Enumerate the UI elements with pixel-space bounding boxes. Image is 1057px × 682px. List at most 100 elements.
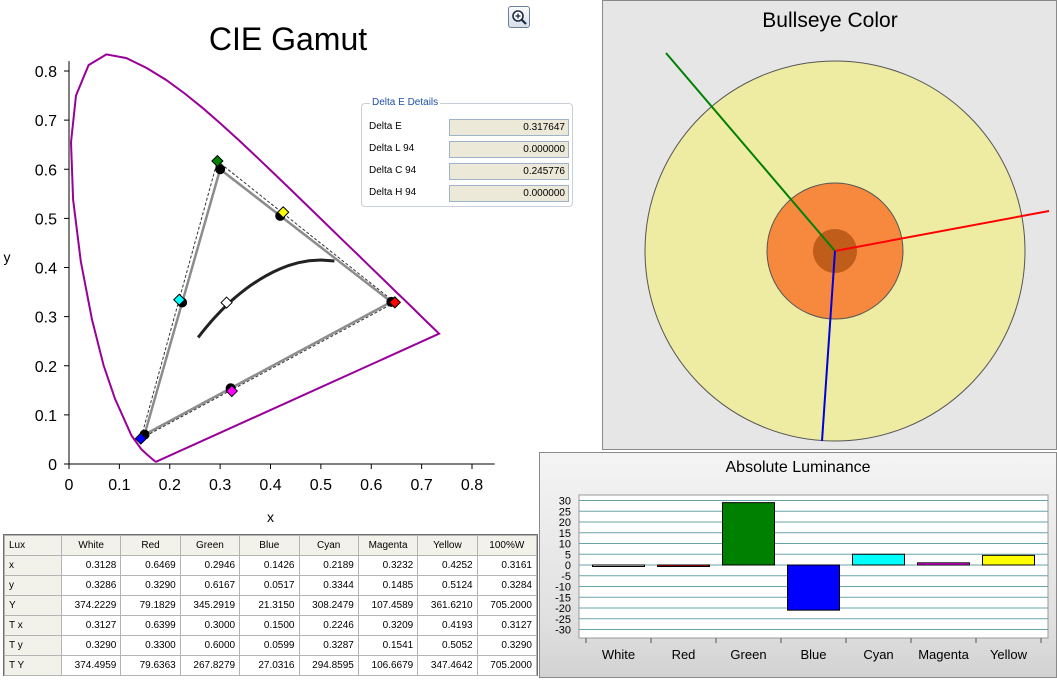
table-cell: 0.1426 [239, 555, 300, 576]
category-label: Blue [800, 647, 826, 662]
table-row: Y 374.2229 79.1829 345.2919 21.3150 308.… [4, 595, 538, 616]
table-cell: 705.2000 [476, 595, 538, 616]
table-cell: 0.3344 [298, 575, 359, 596]
measured-point-yellow [276, 206, 290, 219]
table-cell: 0.4252 [417, 555, 478, 576]
table-cell: 0.3127 [476, 615, 538, 636]
table-cell: 0.3290 [120, 575, 181, 596]
zoom-in-icon [512, 10, 527, 25]
x-tick-label: 0.1 [108, 477, 130, 494]
table-cell: 0.5124 [417, 575, 478, 596]
y-tick-label: -5 [561, 571, 571, 583]
y-tick-label: 0.2 [35, 359, 57, 376]
table-row: T Y 374.4959 79.6363 267.8279 27.0316 29… [4, 655, 538, 676]
table-cell: 0.1500 [239, 615, 300, 636]
bar-magenta [917, 562, 970, 566]
category-label: Red [672, 647, 696, 662]
table-cell: 106.6679 [357, 655, 419, 676]
x-tick-label: 0.3 [209, 477, 231, 494]
table-cell: 294.8595 [298, 655, 359, 676]
luminance-title: Absolute Luminance [726, 459, 871, 476]
delta-e-value: 0.317647 [449, 119, 569, 136]
measurement-table: Lux White Red Green Blue Cyan Magenta Ye… [3, 534, 538, 676]
bar-cyan [852, 553, 905, 566]
delta-l94-label: Delta L 94 [369, 143, 415, 154]
delta-l94-value: 0.000000 [449, 141, 569, 158]
header-yellow: Yellow [417, 535, 478, 556]
table-cell: 0.2189 [298, 555, 359, 576]
table-cell: 374.4959 [60, 655, 122, 676]
table-cell: 0.3286 [60, 575, 122, 596]
bullseye-green-vector [665, 52, 836, 252]
header-100w: 100%W [476, 535, 538, 556]
bullseye-panel: Bullseye Color [602, 0, 1057, 450]
delta-e-legend: Delta E Details [370, 97, 441, 108]
table-cell: 0.3287 [298, 635, 359, 656]
table-cell: 267.8279 [179, 655, 241, 676]
x-tick-label: 0.7 [411, 477, 433, 494]
row-label: x [4, 555, 62, 576]
header-blue: Blue [239, 535, 300, 556]
table-row: x 0.3128 0.6469 0.2946 0.1426 0.2189 0.3… [4, 555, 538, 576]
table-cell: 0.3284 [476, 575, 538, 596]
delta-h94-label: Delta H 94 [369, 187, 417, 198]
x-tick-label: 0 [65, 477, 74, 494]
table-row: y 0.3286 0.3290 0.6167 0.0517 0.3344 0.1… [4, 575, 538, 596]
table-cell: 0.3128 [60, 555, 122, 576]
table-cell: 347.4642 [417, 655, 478, 676]
y-tick-label: 0.6 [35, 162, 57, 179]
table-cell: 79.1829 [120, 595, 181, 616]
x-axis-label: x [267, 509, 274, 525]
bullseye-blue-vector [821, 250, 836, 442]
category-label: White [602, 647, 635, 662]
table-cell: 374.2229 [60, 595, 122, 616]
y-tick-label: -10 [555, 582, 571, 594]
table-cell: 0.3000 [179, 615, 241, 636]
y-tick-label: 0 [565, 560, 571, 572]
table-row: T x 0.3127 0.6399 0.3000 0.1500 0.2246 0… [4, 615, 538, 636]
cie-gamut-panel: CIE Gamut 0 0.1 0.2 0.3 0.4 0.5 0.6 0.7 0.8 0 0.1 0.… [0, 0, 600, 530]
table-cell: 0.1485 [357, 575, 419, 596]
measured-point-white [220, 296, 233, 309]
table-cell: 705.2000 [476, 655, 538, 676]
y-tick-label: 0 [48, 457, 57, 474]
header-white: White [60, 535, 122, 556]
table-cell: 361.6210 [417, 595, 478, 616]
row-label: T y [4, 635, 62, 656]
category-label: Green [730, 647, 766, 662]
table-cell: 0.0517 [239, 575, 300, 596]
y-tick-label: 20 [559, 517, 571, 529]
bar-white [592, 564, 645, 567]
x-tick-label: 0.2 [159, 477, 181, 494]
row-label: Y [4, 595, 62, 616]
table-cell: 0.2246 [298, 615, 359, 636]
row-label: y [4, 575, 62, 596]
table-cell: 79.6363 [120, 655, 181, 676]
table-cell: 0.2946 [179, 555, 241, 576]
bullseye-red-vector [834, 210, 1050, 252]
bar-yellow [982, 554, 1035, 566]
header-red: Red [120, 535, 181, 556]
table-cell: 0.1541 [357, 635, 419, 656]
y-tick-label: 0.4 [35, 261, 57, 278]
table-cell: 345.2919 [179, 595, 241, 616]
x-tick-label: 0.8 [461, 477, 483, 494]
measured-point-cyan [173, 293, 186, 306]
row-label: T x [4, 615, 62, 636]
y-tick-label: 15 [559, 528, 571, 540]
category-label: Cyan [863, 647, 893, 662]
header-green: Green [179, 535, 241, 556]
x-tick-label: 0.5 [310, 477, 332, 494]
zoom-button[interactable] [508, 6, 530, 28]
y-tick-label: -15 [555, 592, 571, 604]
table-cell: 0.3232 [357, 555, 419, 576]
x-tick-label: 0.4 [259, 477, 281, 494]
table-cell: 0.6469 [120, 555, 181, 576]
table-cell: 0.3290 [60, 635, 122, 656]
category-label: Yellow [990, 647, 1028, 662]
y-tick-label: -25 [555, 614, 571, 626]
y-tick-label: -30 [555, 625, 571, 637]
table-cell: 0.3300 [120, 635, 181, 656]
bar-green [722, 502, 775, 566]
cie-gamut-chart: CIE Gamut 0 0.1 0.2 0.3 0.4 0.5 0.6 0.7 0.8 0 0.1 0.… [4, 21, 495, 525]
